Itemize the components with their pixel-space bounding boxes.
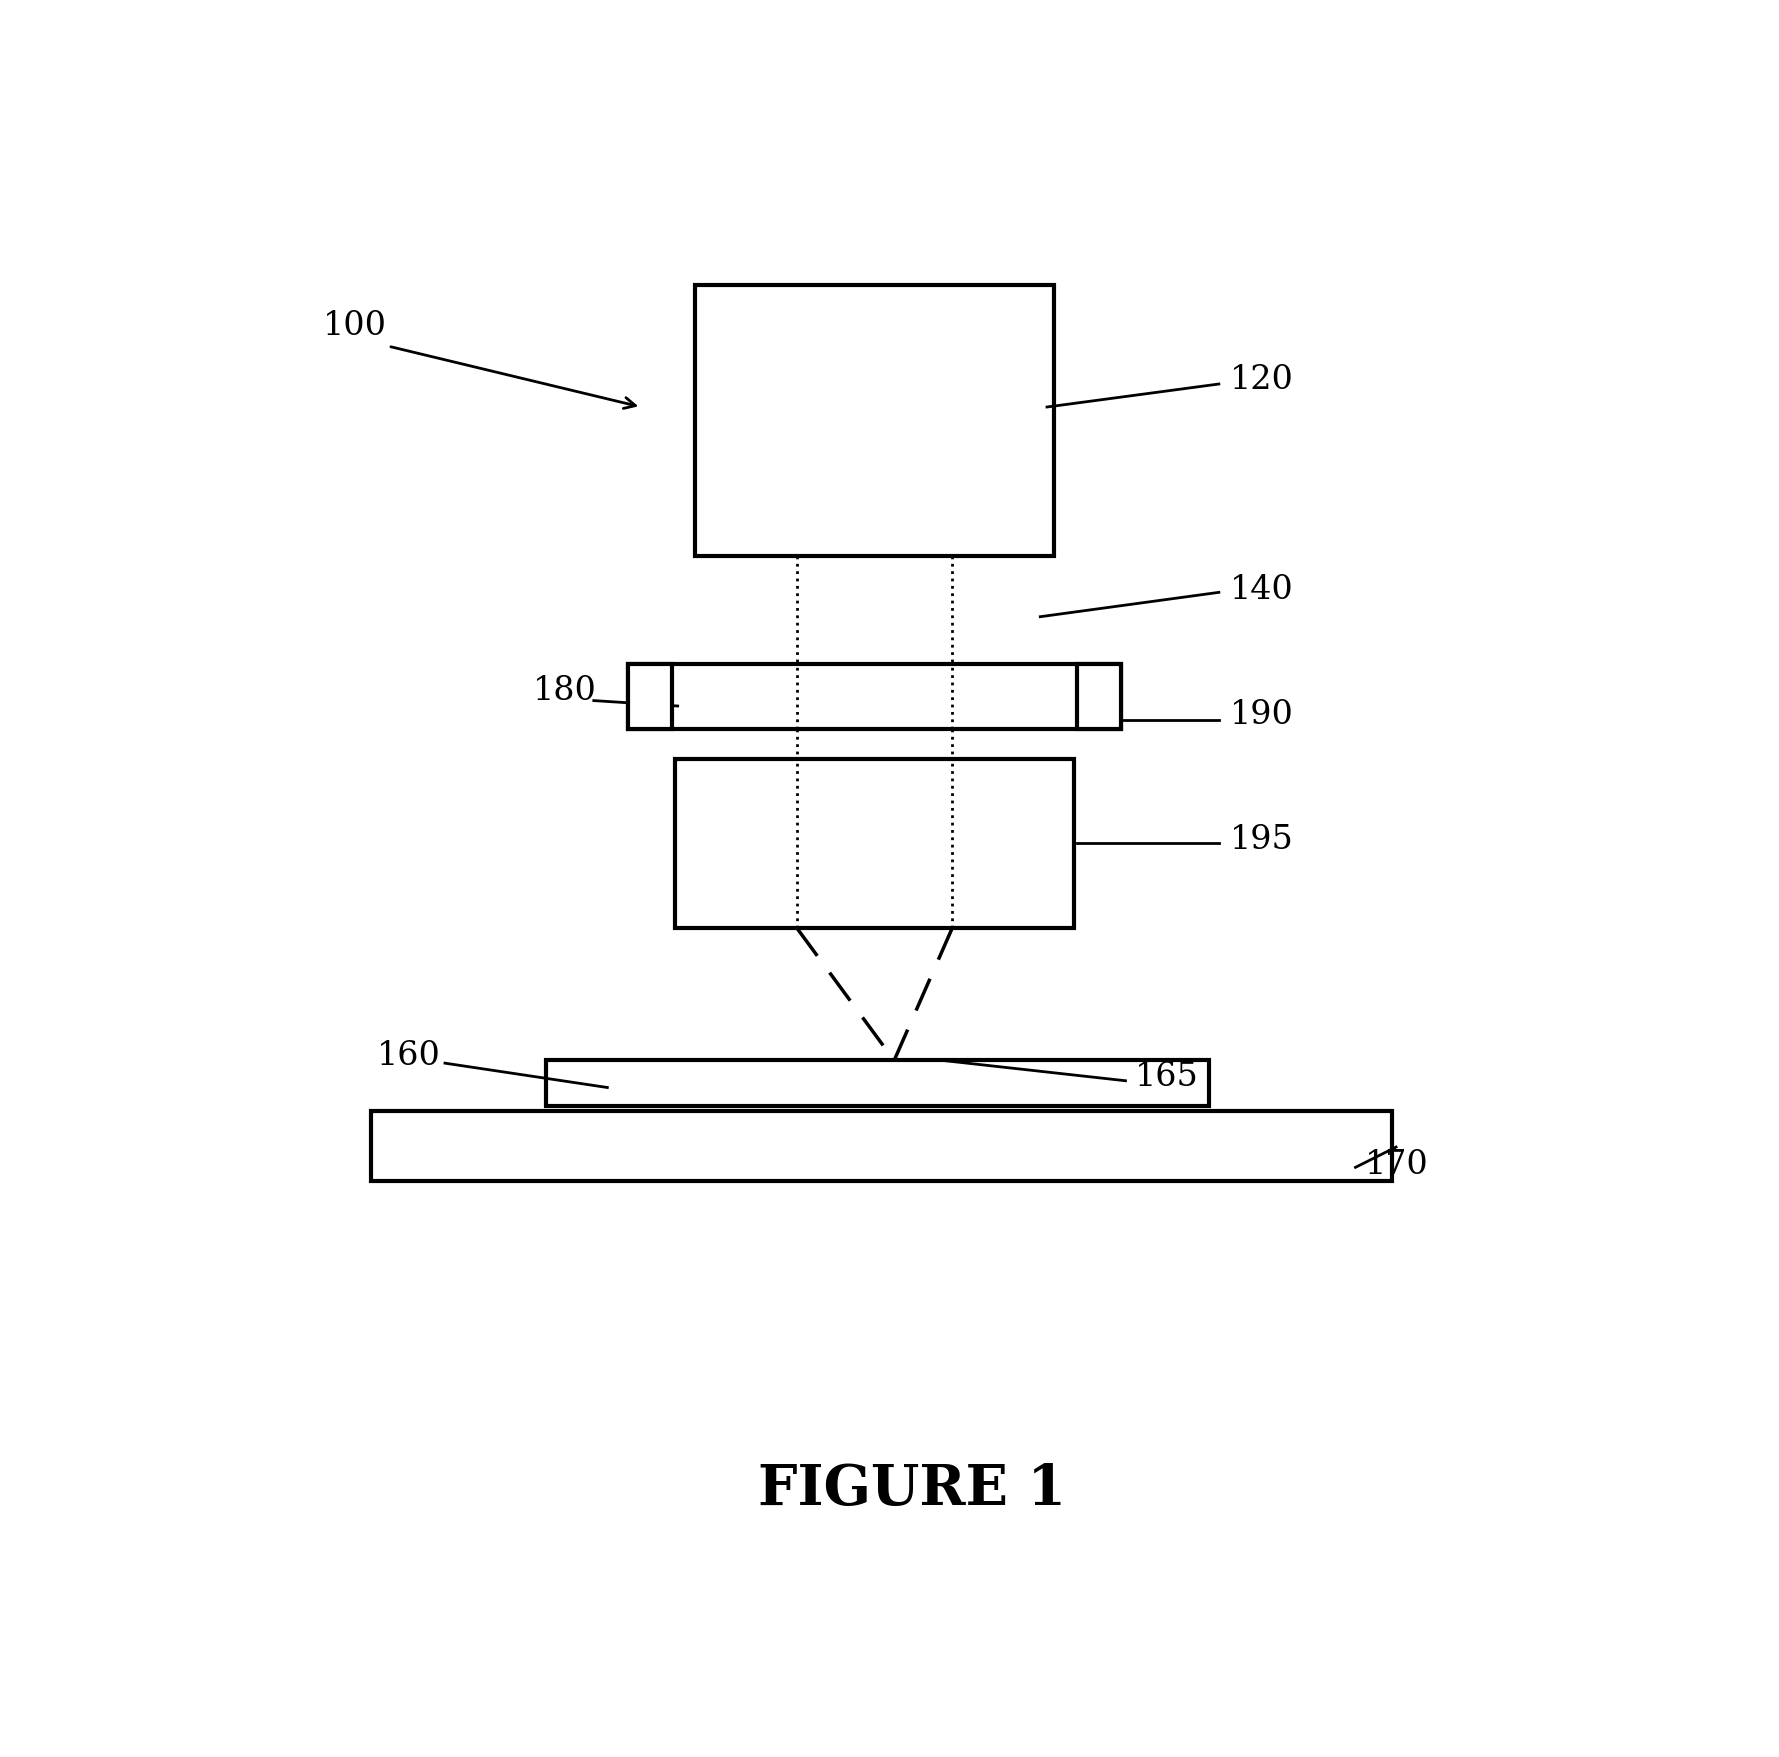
Text: 120: 120 bbox=[1229, 364, 1293, 395]
Text: 160: 160 bbox=[377, 1040, 441, 1072]
Bar bbox=[674, 759, 1075, 928]
Bar bbox=[1076, 664, 1121, 729]
Text: 195: 195 bbox=[1229, 824, 1293, 856]
Text: 100: 100 bbox=[324, 309, 388, 343]
Text: FIGURE 1: FIGURE 1 bbox=[758, 1462, 1066, 1516]
Bar bbox=[628, 664, 1121, 729]
Text: 180: 180 bbox=[534, 675, 596, 706]
Bar bbox=[696, 285, 1053, 555]
Bar bbox=[628, 664, 672, 729]
Bar bbox=[370, 1110, 1391, 1181]
Text: 170: 170 bbox=[1364, 1149, 1429, 1181]
Bar bbox=[546, 1061, 1210, 1107]
Text: 140: 140 bbox=[1229, 573, 1293, 606]
Text: 190: 190 bbox=[1229, 699, 1293, 731]
Text: 165: 165 bbox=[1135, 1061, 1199, 1093]
